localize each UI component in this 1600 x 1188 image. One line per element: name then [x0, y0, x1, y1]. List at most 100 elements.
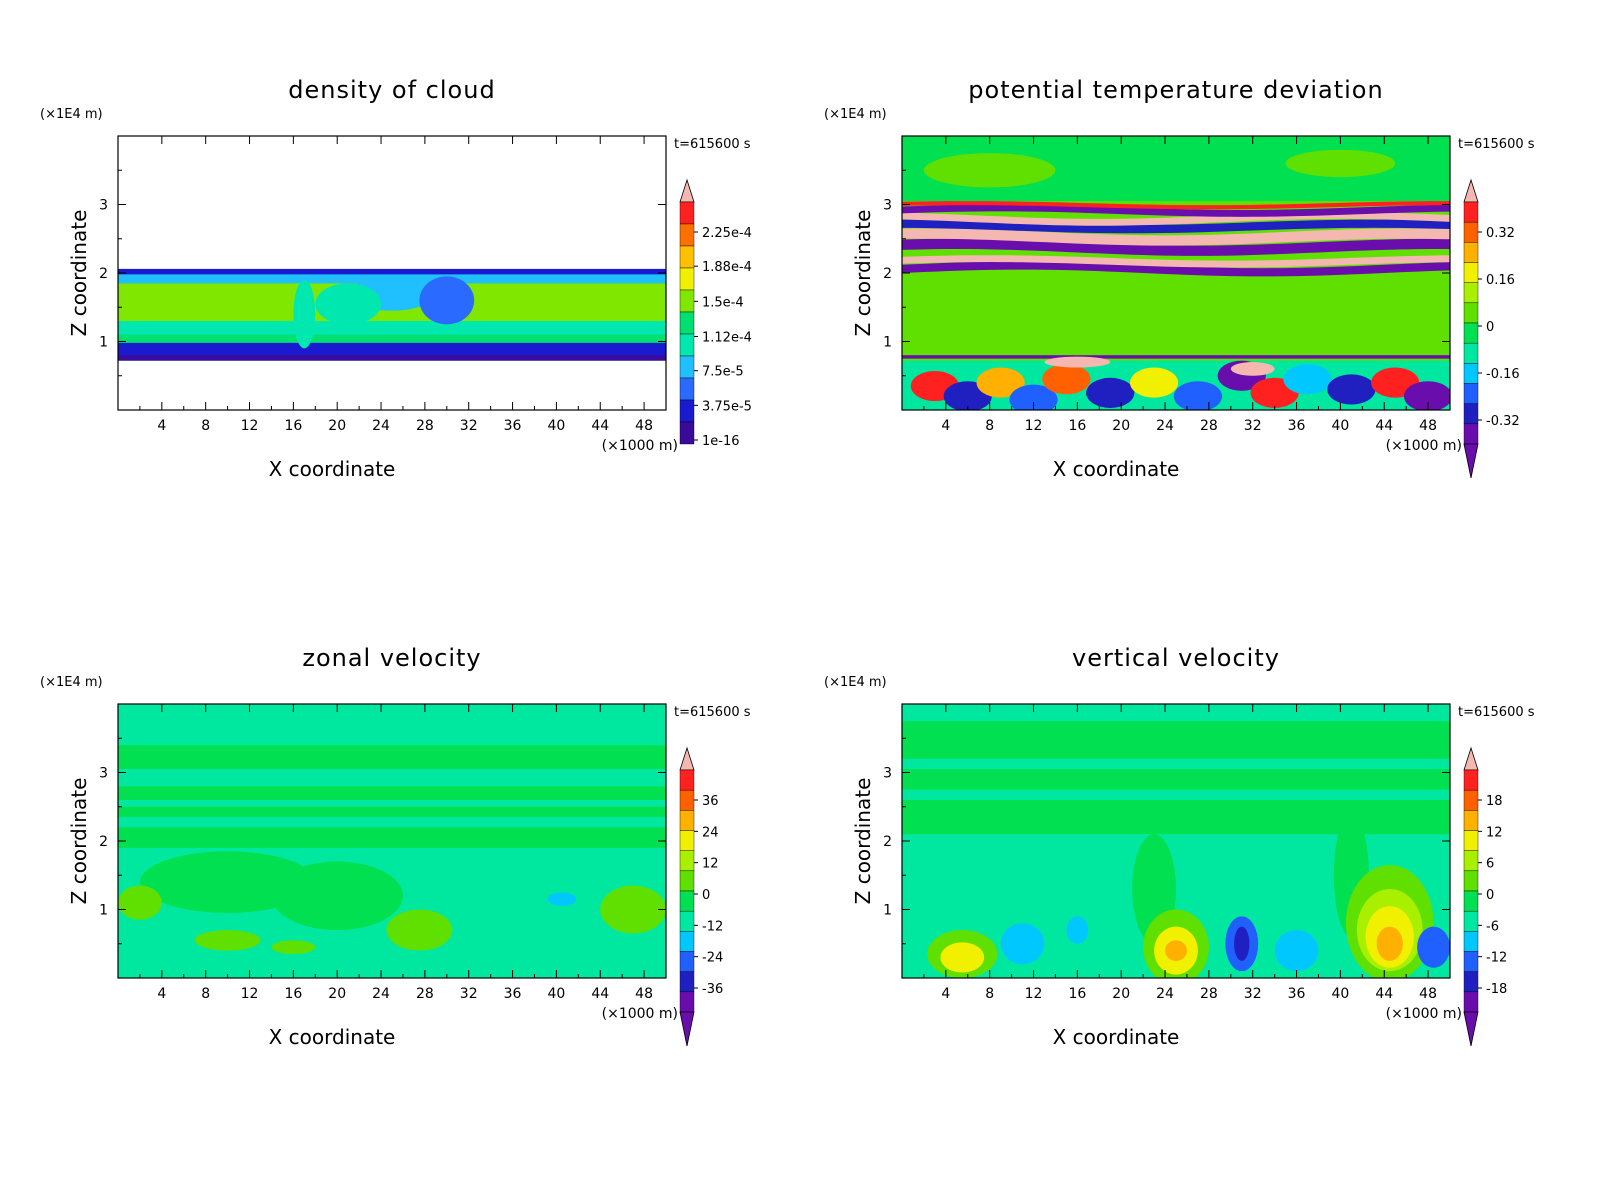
- field-eddy: [1327, 374, 1376, 405]
- colorbar-segment: [679, 951, 695, 972]
- colorbar: [679, 178, 698, 445]
- colorbar-segment: [679, 910, 695, 932]
- field-cloud-top-edge: [118, 268, 666, 275]
- y-unit-label: (×1E4 m): [824, 107, 887, 122]
- x-tick-label: 44: [591, 418, 609, 434]
- field-eddy: [1403, 381, 1450, 410]
- colorbar-label: 0.16: [1486, 273, 1515, 288]
- x-tick-label: 16: [1068, 986, 1086, 1002]
- field-blob: [1285, 149, 1396, 178]
- colorbar-label: -12: [702, 919, 723, 934]
- field-blob: [468, 940, 645, 975]
- contour-field: [118, 136, 666, 410]
- x-tick-label: 4: [941, 986, 950, 1002]
- colorbar-min-arrow: [1463, 443, 1479, 479]
- y-unit-label: (×1E4 m): [824, 675, 887, 690]
- x-tick-label: 48: [635, 986, 653, 1002]
- x-tick-label: 28: [416, 986, 434, 1002]
- y-tick-label: 2: [99, 834, 108, 850]
- y-tick-label: 3: [99, 766, 108, 782]
- time-label: t=615600 s: [674, 137, 751, 152]
- field-eddy: [976, 367, 1025, 398]
- colorbar-label: 12: [702, 857, 719, 872]
- field-blob: [118, 885, 162, 920]
- colorbar-segment: [679, 289, 695, 313]
- colorbar-label: 3.75e-5: [702, 399, 752, 414]
- panel-zonal-velocity: zonal velocity (×1E4 m) t=615600 s 4 8 12 16 20…: [20, 628, 800, 1188]
- x-tick-label: 36: [1288, 418, 1306, 434]
- x-tick-label: 12: [241, 418, 259, 434]
- field-cloud-base-edge: [118, 355, 666, 361]
- field-eddy: [1042, 364, 1091, 395]
- colorbar-segment: [1463, 302, 1479, 324]
- colorbar-segment: [1463, 322, 1479, 344]
- colorbar-min-arrow: [1463, 1011, 1479, 1047]
- x-tick-label: 40: [1331, 418, 1349, 434]
- field-blob: [271, 861, 403, 931]
- x-tick-label: 32: [1244, 418, 1262, 434]
- chart-potential-temperature-deviation: potential temperature deviation (×1E4 m) t…: [824, 76, 1535, 481]
- x-tick-label: 48: [1419, 986, 1437, 1002]
- x-axis-label: X coordinate: [1053, 457, 1180, 481]
- field-downdraft: [1066, 916, 1089, 944]
- colorbar-label: -6: [1486, 919, 1499, 934]
- colorbar-segment: [1463, 282, 1479, 304]
- field-warm-patch: [1230, 362, 1275, 376]
- colorbar-segment: [1463, 971, 1479, 993]
- colorbar: [1463, 746, 1482, 1047]
- x-tick-label: 20: [1112, 418, 1130, 434]
- colorbar-segment: [1463, 951, 1479, 972]
- colorbar-segment: [1463, 363, 1479, 384]
- colorbar-max-arrow: [1463, 178, 1479, 203]
- x-unit-label: (×1000 m): [602, 438, 678, 454]
- colorbar-segment: [679, 850, 695, 872]
- x-tick-label: 28: [416, 418, 434, 434]
- colorbar-segment: [1463, 931, 1479, 952]
- x-tick-label: 4: [157, 418, 166, 434]
- colorbar-label: 1.88e-4: [702, 260, 752, 275]
- field-downdraft: [1234, 926, 1250, 961]
- colorbar-label: 0.32: [1486, 226, 1515, 241]
- field-layer: [902, 261, 1450, 277]
- chart-title: zonal velocity: [302, 644, 481, 672]
- colorbar-label: 0: [1486, 320, 1494, 335]
- time-label: t=615600 s: [674, 705, 751, 720]
- field-layer: [902, 219, 1450, 234]
- x-tick-label: 36: [504, 986, 522, 1002]
- x-tick-label: 48: [635, 418, 653, 434]
- colorbar: [1463, 178, 1482, 479]
- time-label: t=615600 s: [1458, 137, 1535, 152]
- x-tick-label: 32: [1244, 986, 1262, 1002]
- y-tick-label: 3: [883, 198, 892, 214]
- x-tick-label: 12: [1025, 418, 1043, 434]
- contour-field: [902, 136, 1450, 410]
- y-tick-label: 3: [99, 198, 108, 214]
- y-axis-label: Z coordinate: [851, 210, 875, 337]
- colorbar-segment: [1463, 769, 1479, 791]
- x-tick-label: 20: [328, 418, 346, 434]
- field-layer: [902, 255, 1450, 268]
- contour-field: [902, 704, 1450, 978]
- colorbar-segment: [679, 399, 695, 423]
- x-tick-label: 20: [328, 986, 346, 1002]
- colorbar-segment: [1463, 342, 1479, 364]
- colorbar-segment: [679, 810, 695, 831]
- field-downdraft: [1417, 926, 1450, 968]
- field-cloud-blob: [315, 283, 382, 325]
- x-axis-label: X coordinate: [269, 457, 396, 481]
- colorbar-segment: [679, 890, 695, 912]
- colorbar-segment: [1463, 910, 1479, 932]
- x-tick-label: 36: [504, 418, 522, 434]
- colorbar-label: 0: [1486, 888, 1494, 903]
- field-blob: [600, 885, 666, 934]
- field-band: [118, 769, 666, 787]
- colorbar-segment: [679, 201, 695, 225]
- colorbar-segment: [679, 223, 695, 247]
- field-warm-patch: [1044, 356, 1111, 368]
- colorbar-label: -0.16: [1486, 367, 1520, 382]
- field-updraft: [1376, 926, 1403, 961]
- colorbar-label: 6: [1486, 857, 1494, 872]
- y-unit-label: (×1E4 m): [40, 107, 103, 122]
- colorbar-label: 2.25e-4: [702, 226, 752, 241]
- chart-zonal-velocity: zonal velocity(×1E4 m)t=615600 s4 8 12 16 20…: [40, 644, 751, 1049]
